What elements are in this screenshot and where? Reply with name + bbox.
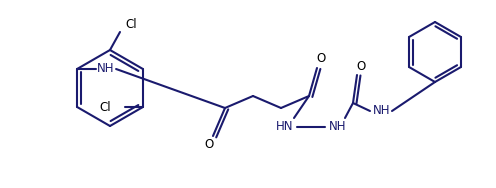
Text: Cl: Cl (99, 101, 111, 114)
Text: Cl: Cl (125, 18, 136, 32)
Text: NH: NH (97, 62, 115, 76)
Text: O: O (316, 52, 326, 65)
Text: NH: NH (329, 121, 347, 133)
Text: O: O (356, 59, 366, 73)
Text: O: O (204, 139, 214, 152)
Text: NH: NH (373, 105, 391, 118)
Text: HN: HN (276, 121, 294, 133)
